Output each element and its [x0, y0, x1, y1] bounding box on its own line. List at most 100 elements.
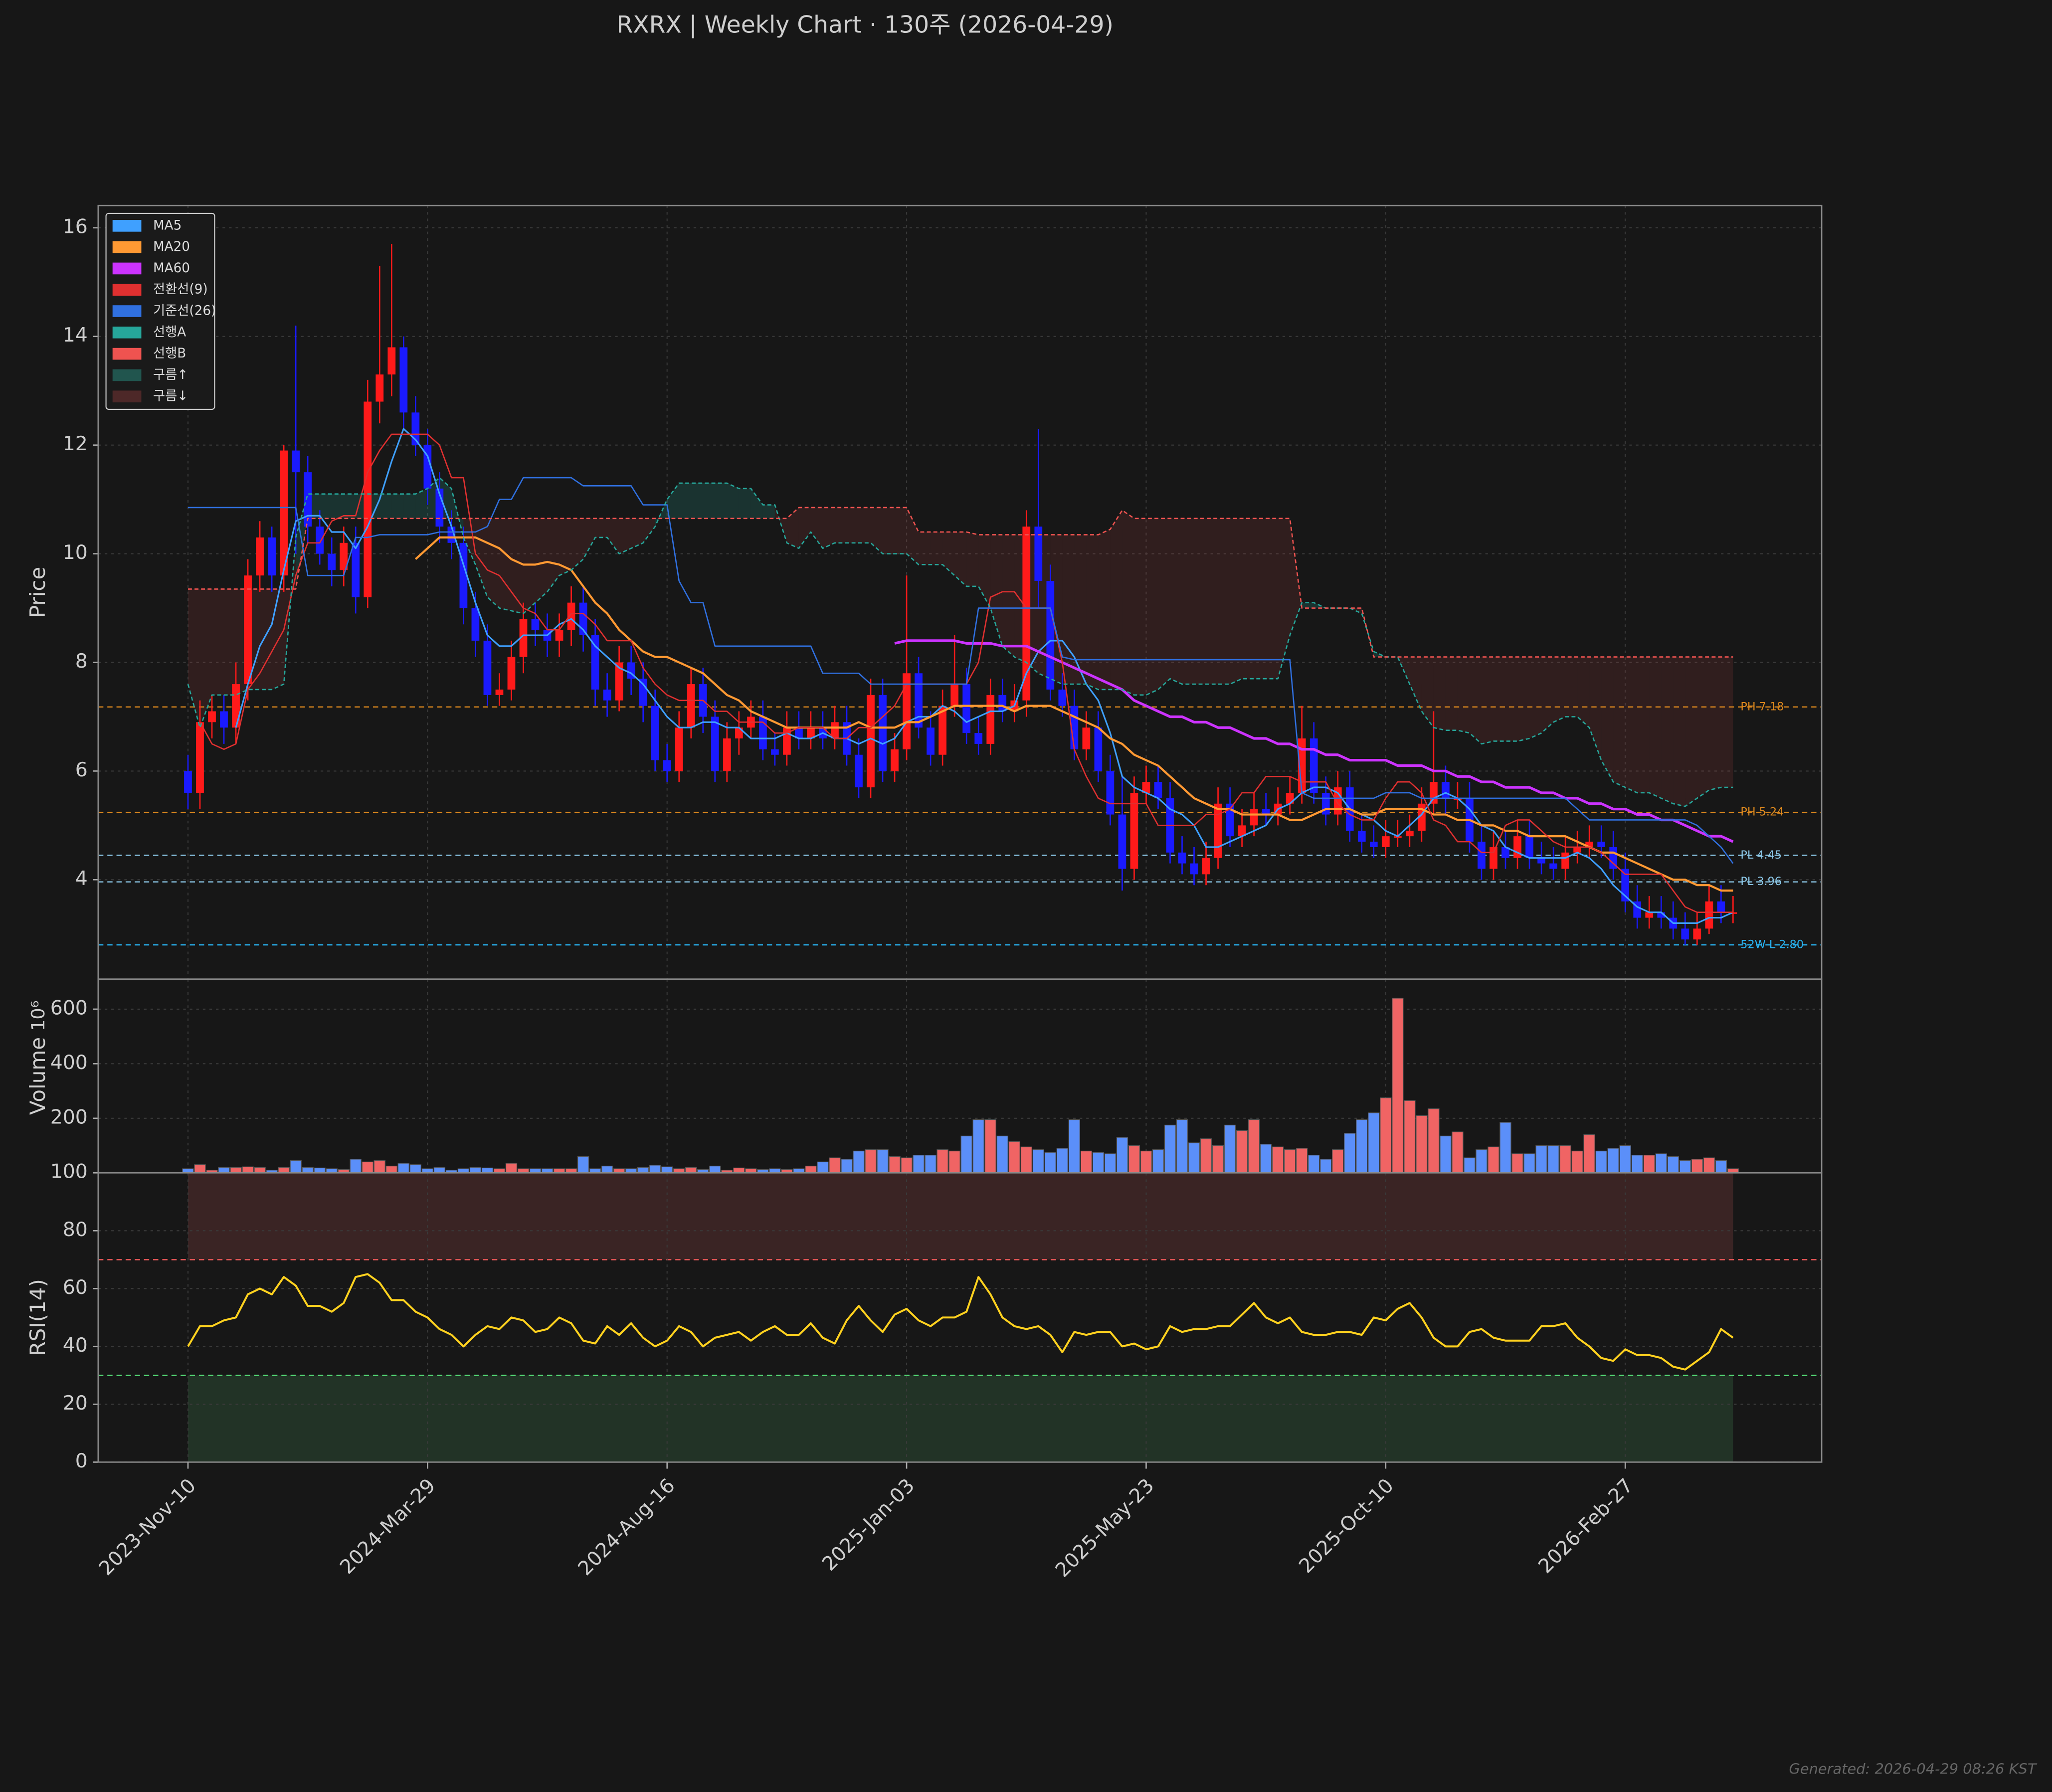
cloud-down — [1469, 657, 1482, 744]
volume-bar — [1607, 1148, 1619, 1173]
volume-bar — [1679, 1160, 1691, 1173]
candle-body — [795, 727, 803, 739]
cloud-down — [1493, 657, 1506, 741]
volume-bar — [433, 1167, 446, 1173]
cloud-down — [1625, 657, 1638, 793]
cloud-down — [1134, 518, 1146, 695]
candle-body — [1681, 928, 1689, 940]
cloud-down — [1613, 657, 1626, 788]
cloud-down — [1170, 518, 1182, 685]
y-tick-label: 400 — [50, 1051, 88, 1074]
candle-body — [879, 695, 887, 771]
volume-bar — [996, 1135, 1008, 1173]
cloud-down — [559, 518, 571, 576]
volume-bar — [1104, 1153, 1117, 1173]
y-tick-label: 0 — [75, 1449, 88, 1472]
y-tick-label: 80 — [63, 1218, 88, 1241]
volume-bar — [1308, 1155, 1320, 1173]
volume-bar — [481, 1167, 494, 1173]
volume-bar — [1332, 1149, 1344, 1173]
legend-label: 구름↓ — [153, 389, 188, 404]
cloud-down — [643, 518, 655, 543]
y-tick-label: 14 — [63, 324, 88, 347]
volume-bar — [302, 1167, 314, 1173]
candle-body — [519, 619, 528, 657]
volume-bar — [661, 1166, 673, 1173]
volume-bar — [397, 1163, 409, 1173]
volume-bar — [1476, 1149, 1488, 1173]
volume-bar — [1715, 1160, 1727, 1173]
cloud-up — [1302, 602, 1314, 608]
cloud-up — [391, 494, 404, 519]
level-label: PH 7.18 — [1740, 700, 1784, 713]
candle-body — [675, 727, 683, 771]
candle-body — [1058, 689, 1067, 706]
volume-bar — [1499, 1122, 1511, 1173]
y-tick-label: 40 — [63, 1334, 88, 1357]
candle-body — [1478, 842, 1486, 869]
volume-bar — [1152, 1149, 1164, 1173]
y-axis-label: Price — [25, 567, 50, 618]
volume-bar — [1044, 1152, 1056, 1173]
candle-body — [328, 553, 336, 570]
candle-body — [340, 542, 348, 570]
candle-body — [1442, 782, 1450, 798]
volume-bar — [733, 1167, 745, 1173]
legend-swatch — [112, 220, 142, 232]
candle-body — [855, 754, 863, 788]
candle-body — [1717, 901, 1725, 912]
candle-body — [663, 760, 671, 771]
rsi-line — [187, 1273, 1734, 1371]
cloud-down — [895, 507, 907, 554]
cloud-down — [1230, 518, 1242, 685]
cloud-down — [942, 532, 955, 576]
volume-bar — [1236, 1130, 1248, 1173]
candle-body — [1082, 727, 1091, 749]
candle-body — [687, 684, 695, 728]
candle-body — [1369, 842, 1378, 847]
candle-body — [495, 689, 504, 695]
volume-bar — [1080, 1150, 1093, 1173]
legend-swatch — [112, 241, 142, 253]
candle-body — [268, 537, 276, 576]
cloud-down — [1457, 657, 1470, 733]
cloud-down — [463, 518, 476, 565]
cloud-down — [1661, 657, 1674, 804]
cloud-down — [1433, 657, 1446, 730]
volume-bar — [1535, 1145, 1547, 1173]
candle-body — [304, 472, 312, 527]
volume-bar — [1619, 1145, 1631, 1173]
candle-body — [1034, 527, 1043, 581]
cloud-down — [1565, 657, 1578, 717]
candle-body — [244, 575, 252, 685]
cloud-down — [1721, 657, 1733, 788]
candle-body — [1381, 836, 1390, 847]
cloud-down — [1062, 535, 1075, 685]
volume-bar — [865, 1149, 877, 1173]
y-tick-label: 100 — [50, 1160, 88, 1183]
candle-body — [1202, 858, 1210, 875]
cloud-down — [571, 518, 583, 570]
volume-bar — [1272, 1146, 1284, 1173]
y-tick-label: 4 — [75, 867, 88, 890]
cloud-down — [1002, 535, 1015, 657]
cloud-up — [703, 483, 715, 519]
cloud-down — [260, 589, 272, 690]
candle-body — [1250, 809, 1258, 826]
volume-bar — [1260, 1144, 1272, 1173]
candle-body — [723, 738, 731, 771]
volume-bar — [1140, 1150, 1152, 1173]
y-axis-label: Volume — [25, 1037, 50, 1115]
cloud-down — [523, 518, 536, 614]
cloud-down — [1697, 657, 1709, 798]
volume-bar — [469, 1167, 482, 1173]
candle-body — [375, 374, 384, 402]
cloud-down — [595, 518, 607, 538]
candle-body — [831, 722, 839, 739]
candle-body — [364, 401, 372, 597]
volume-bar — [601, 1165, 613, 1173]
cloud-down — [1445, 657, 1458, 730]
candle-body — [256, 537, 264, 576]
legend-swatch — [112, 369, 142, 381]
